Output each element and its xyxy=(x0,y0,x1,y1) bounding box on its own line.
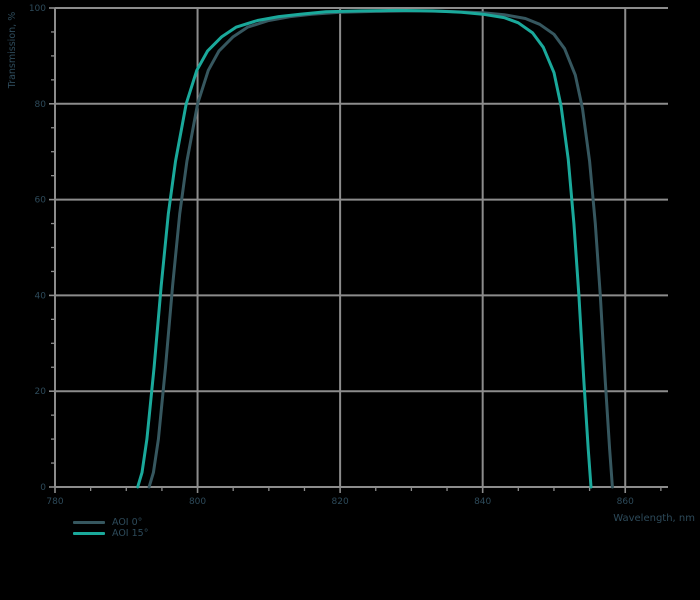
series-line-1 xyxy=(136,8,593,489)
legend-item: AOI 0° xyxy=(73,517,148,528)
legend-label: AOI 0° xyxy=(112,516,143,528)
y-axis-title: Transmission, % xyxy=(7,11,18,89)
x-tick-label: 820 xyxy=(332,497,349,507)
x-tick-label: 840 xyxy=(474,497,491,507)
legend-item: AOI 15° xyxy=(73,528,148,539)
legend: AOI 0° AOI 15° xyxy=(73,517,148,539)
y-tick-label: 60 xyxy=(35,196,47,206)
legend-line-swatch xyxy=(73,532,105,535)
x-tick-label: 800 xyxy=(189,497,206,507)
legend-line-swatch xyxy=(73,521,105,524)
x-axis-title: Wavelength, nm xyxy=(613,513,695,524)
y-tick-label: 80 xyxy=(35,100,47,110)
legend-label: AOI 15° xyxy=(112,527,149,539)
y-tick-label: 0 xyxy=(40,483,46,493)
series-line-0 xyxy=(147,9,614,489)
y-tick-label: 20 xyxy=(35,387,47,397)
y-tick-label: 100 xyxy=(29,4,46,14)
y-tick-label: 40 xyxy=(35,291,47,301)
x-tick-label: 860 xyxy=(617,497,634,507)
x-tick-label: 780 xyxy=(46,497,63,507)
